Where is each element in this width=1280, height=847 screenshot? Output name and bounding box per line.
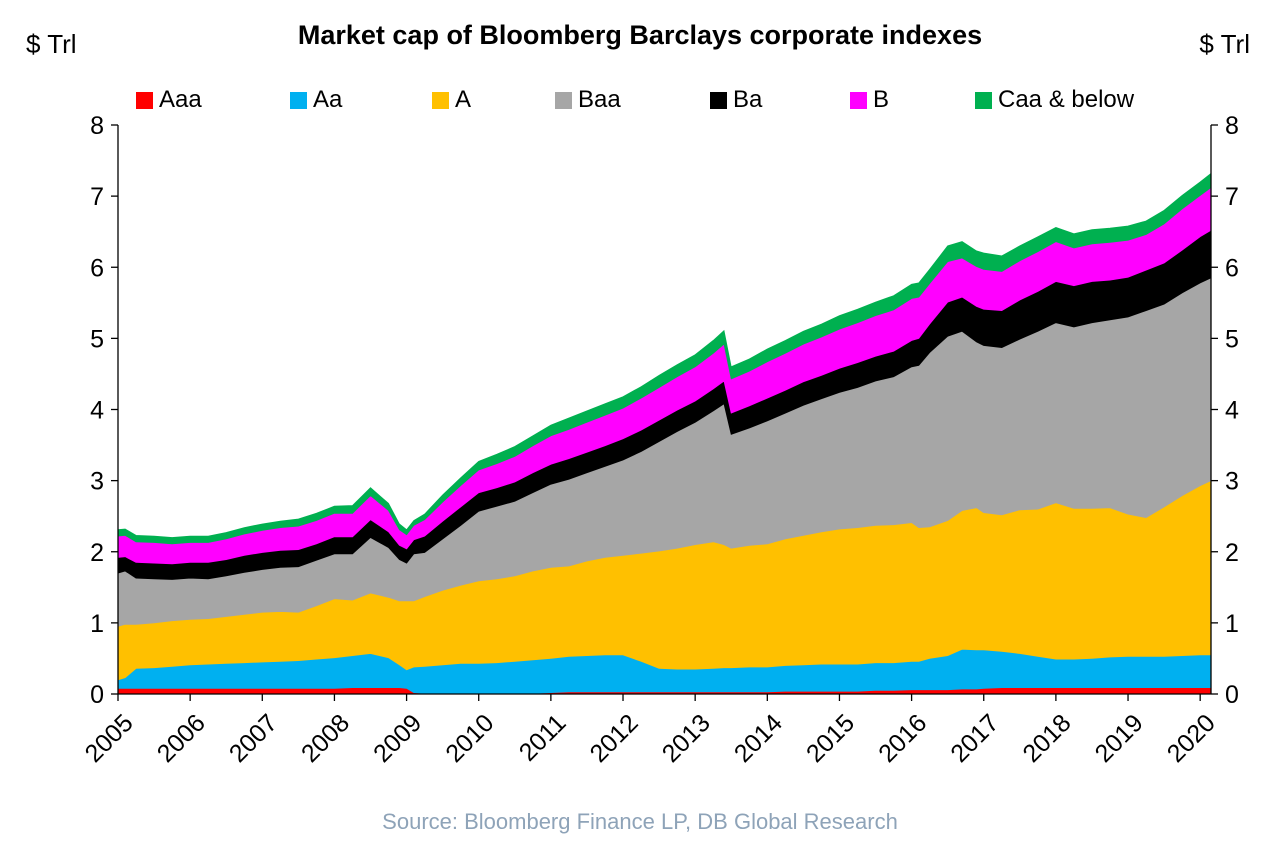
y-tick-label-right: 6 bbox=[1225, 254, 1239, 282]
x-tick-label: 2009 bbox=[368, 709, 427, 768]
area-series-group bbox=[118, 173, 1211, 694]
y-tick-label-right: 2 bbox=[1225, 539, 1239, 567]
x-tick-label: 2015 bbox=[801, 709, 860, 768]
x-tick-label: 2013 bbox=[657, 709, 716, 768]
x-tick-label: 2008 bbox=[296, 709, 355, 768]
y-tick-label-right: 7 bbox=[1225, 183, 1239, 211]
x-tick-label: 2007 bbox=[224, 709, 283, 768]
x-tick-label: 2005 bbox=[80, 709, 139, 768]
y-tick-label-left: 4 bbox=[90, 397, 104, 425]
x-tick-label: 2010 bbox=[440, 709, 499, 768]
y-tick-label-left: 2 bbox=[90, 539, 104, 567]
y-tick-label-left: 1 bbox=[90, 610, 104, 638]
y-tick-label-right: 0 bbox=[1225, 681, 1239, 709]
y-tick-label-right: 4 bbox=[1225, 397, 1239, 425]
x-tick-label: 2018 bbox=[1017, 709, 1076, 768]
x-tick-label: 2014 bbox=[729, 709, 788, 768]
y-tick-label-left: 0 bbox=[90, 681, 104, 709]
x-tick-label: 2011 bbox=[514, 709, 572, 767]
y-tick-label-right: 8 bbox=[1225, 112, 1239, 140]
x-tick-label: 2006 bbox=[152, 709, 211, 768]
y-tick-label-right: 3 bbox=[1225, 468, 1239, 496]
x-tick-label: 2017 bbox=[945, 709, 1004, 768]
x-tick-label: 2020 bbox=[1162, 709, 1221, 768]
y-tick-label-left: 5 bbox=[90, 325, 104, 353]
y-tick-label-left: 3 bbox=[90, 468, 104, 496]
x-tick-label: 2019 bbox=[1090, 709, 1149, 768]
x-tick-label: 2016 bbox=[873, 709, 932, 768]
y-tick-label-right: 5 bbox=[1225, 325, 1239, 353]
x-tick-label: 2012 bbox=[585, 709, 644, 768]
source-note: Source: Bloomberg Finance LP, DB Global … bbox=[0, 809, 1280, 835]
y-tick-label-left: 6 bbox=[90, 254, 104, 282]
y-tick-label-left: 7 bbox=[90, 183, 104, 211]
y-tick-label-left: 8 bbox=[90, 112, 104, 140]
y-tick-label-right: 1 bbox=[1225, 610, 1239, 638]
